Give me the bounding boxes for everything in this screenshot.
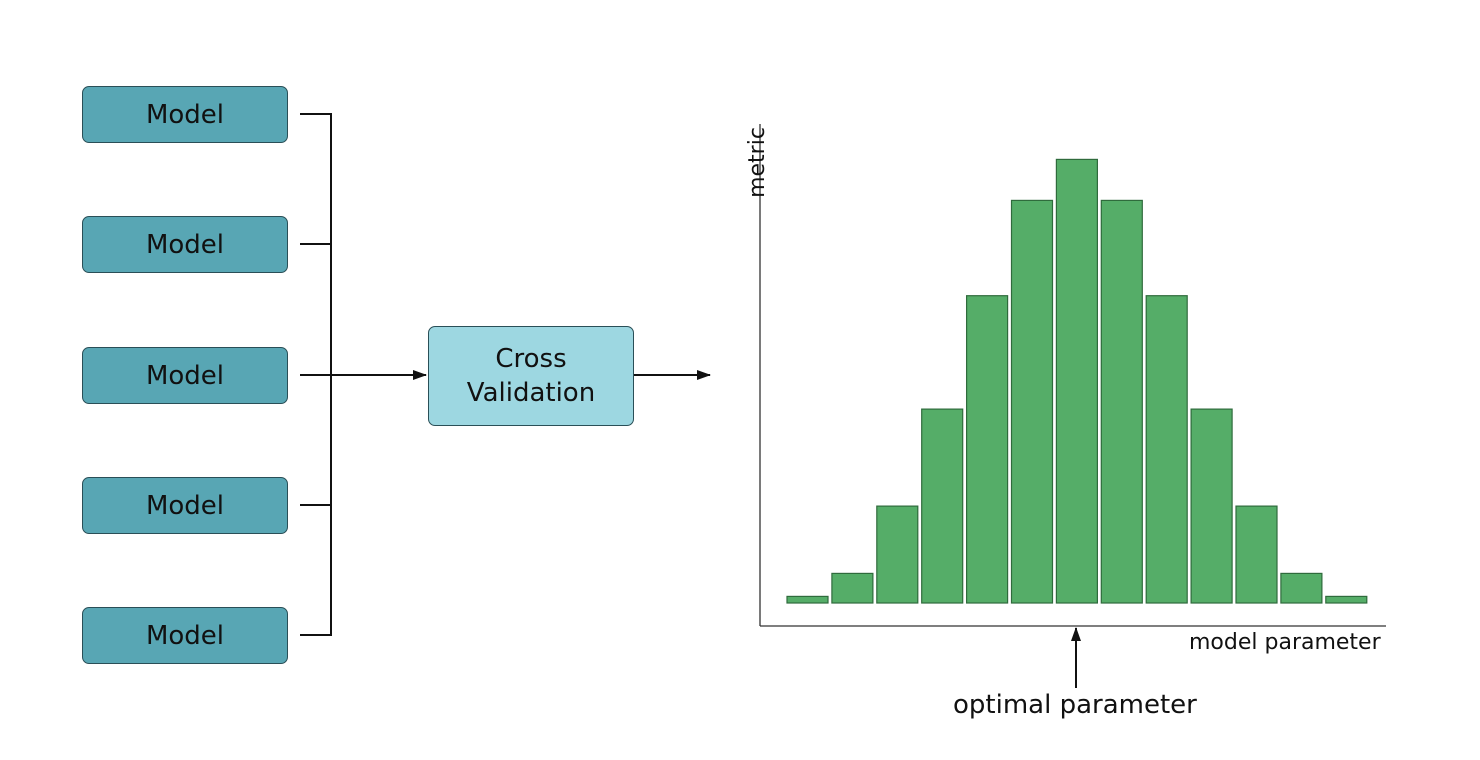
model-label: Model xyxy=(145,490,225,521)
x-axis-label: model parameter xyxy=(1189,630,1381,655)
model-box: Model xyxy=(82,216,288,273)
model-label: Model xyxy=(145,620,225,651)
bar xyxy=(1325,595,1368,604)
bar xyxy=(1055,158,1099,604)
optimal-parameter-label: optimal parameter xyxy=(953,690,1197,720)
bar xyxy=(921,408,964,604)
bar xyxy=(1100,199,1143,604)
model-box: Model xyxy=(82,347,288,404)
bar xyxy=(1190,408,1233,604)
bar xyxy=(831,572,874,604)
model-box: Model xyxy=(82,607,288,664)
model-label: Model xyxy=(145,229,225,260)
bar xyxy=(876,505,919,604)
cv-label-line2: Validation xyxy=(466,378,596,408)
model-box: Model xyxy=(82,86,288,143)
model-label: Model xyxy=(145,360,225,391)
bar-group xyxy=(786,158,1368,604)
bar xyxy=(1145,295,1188,604)
bar xyxy=(965,295,1009,604)
cross-validation-box: Cross Validation xyxy=(428,326,634,426)
bar xyxy=(1280,572,1323,604)
model-box: Model xyxy=(82,477,288,534)
model-label: Model xyxy=(145,99,225,130)
bar xyxy=(786,595,829,604)
y-axis-label: metric xyxy=(744,127,770,198)
bar xyxy=(1235,505,1278,604)
bar xyxy=(1010,199,1054,604)
cv-label-line1: Cross xyxy=(495,344,567,374)
